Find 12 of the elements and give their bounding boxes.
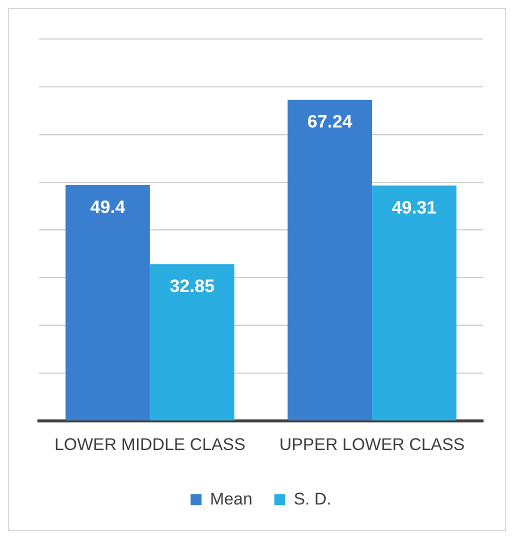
data-label: 67.24	[307, 112, 352, 132]
bar	[150, 264, 234, 420]
bar	[372, 185, 456, 420]
data-label: 49.4	[90, 196, 126, 217]
data-label: 49.31	[392, 197, 437, 218]
bar	[288, 100, 372, 420]
x-tick-label: UPPER LOWER CLASS	[279, 434, 465, 454]
x-tick-label: LOWER MIDDLE CLASS	[54, 434, 246, 454]
bar	[66, 185, 150, 420]
legend-label: Mean	[210, 489, 252, 508]
legend-label: S. D.	[294, 489, 332, 508]
data-label: 32.85	[170, 276, 215, 296]
